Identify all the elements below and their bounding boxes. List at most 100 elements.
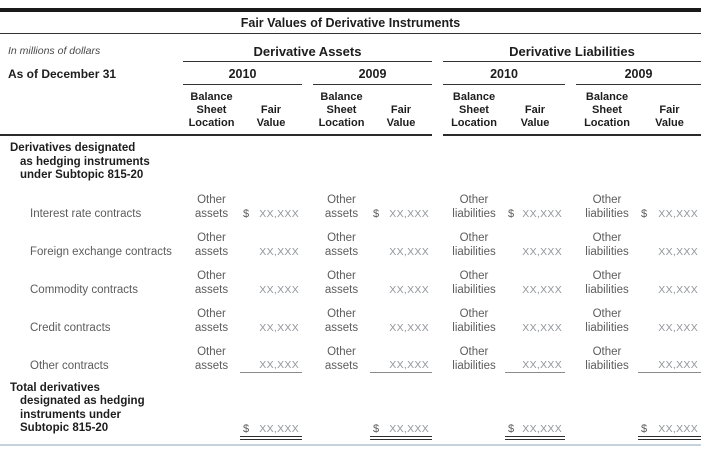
location-line: Other [327, 307, 356, 320]
top-rule [0, 8, 701, 12]
total-label-line: instruments under [20, 408, 121, 421]
bottom-rule [0, 443, 701, 446]
column-gap [302, 85, 313, 136]
location-line: liabilities [585, 321, 629, 334]
table-row: Other contracts Other assets XX,XXX Othe… [0, 335, 701, 373]
location-line: Other [459, 193, 489, 206]
fair-value-cell: XX,XXX [240, 245, 302, 259]
location-line: Other [197, 231, 226, 244]
balance-sheet-location-cell: Other liabilities [443, 269, 505, 297]
table-row: Foreign exchange contracts Other assets … [0, 221, 701, 259]
fair-value-cell: XX,XXX [240, 283, 302, 297]
location-line: assets [324, 359, 359, 372]
location-line: liabilities [585, 283, 629, 296]
value-text: XX,XXX [389, 422, 429, 435]
location-line: assets [324, 321, 359, 334]
value-text: XX,XXX [522, 207, 562, 220]
table-row: Credit contracts Other assets XX,XXX Oth… [0, 297, 701, 335]
value-text: XX,XXX [259, 321, 299, 334]
column-header-row: Balance Sheet Location Fair Value Balanc… [0, 85, 701, 136]
header-line: Location [451, 117, 497, 129]
column-gap [565, 85, 576, 136]
group-header-liabilities: Derivative Liabilities [443, 34, 701, 62]
fair-value-cell: $ XX,XXX [370, 207, 432, 221]
value-text: XX,XXX [259, 358, 299, 371]
fair-value-header: Fair Value [638, 85, 701, 136]
header-line: Location [188, 117, 235, 129]
location-line: Other [459, 307, 489, 320]
location-line: assets [324, 283, 359, 296]
location-line: Other [197, 307, 226, 320]
value-text: XX,XXX [658, 283, 698, 296]
year-assets-2010: 2010 [183, 67, 302, 85]
location-line: Other [592, 231, 622, 244]
location-line: liabilities [585, 359, 629, 372]
location-line: Other [327, 345, 356, 358]
fair-value-cell: $ XX,XXX [505, 207, 565, 221]
balance-sheet-location-cell: Other liabilities [443, 231, 505, 259]
balance-sheet-location-header: Balance Sheet Location [443, 85, 505, 136]
balance-sheet-location-cell: Other liabilities [576, 307, 638, 335]
fair-value-cell: XX,XXX [638, 283, 701, 297]
row-label-header-cell [0, 85, 183, 136]
header-line: Location [318, 117, 365, 129]
location-line: Other [592, 307, 622, 320]
dollar-sign: $ [641, 422, 648, 435]
location-line: liabilities [585, 245, 629, 258]
balance-sheet-location-cell: Other liabilities [576, 345, 638, 373]
fair-value-header: Fair Value [240, 85, 302, 136]
fair-value-cell: XX,XXX [505, 245, 565, 259]
dollar-sign: $ [243, 422, 250, 435]
table-row: Commodity contracts Other assets XX,XXX … [0, 259, 701, 297]
value-text: XX,XXX [522, 358, 562, 371]
header-line: Fair [524, 104, 546, 116]
location-line: Other [592, 269, 622, 282]
header-line: Fair [659, 104, 680, 116]
location-line: assets [194, 359, 229, 372]
fair-value-cell: XX,XXX [370, 358, 432, 373]
location-line: liabilities [452, 359, 496, 372]
balance-sheet-location-cell: Other assets [183, 345, 240, 373]
balance-sheet-location-header: Balance Sheet Location [313, 85, 370, 136]
unit-note: In millions of dollars [8, 45, 101, 57]
fair-value-cell: XX,XXX [370, 245, 432, 259]
fair-value-cell: $ XX,XXX [240, 207, 302, 221]
location-line: assets [324, 245, 359, 258]
total-label-line: Subtopic 815-20 [20, 422, 109, 434]
location-line: liabilities [452, 283, 496, 296]
value-text: XX,XXX [522, 422, 562, 435]
balance-sheet-location-cell: Other liabilities [443, 193, 505, 221]
location-line: Other [327, 193, 356, 206]
total-label-line: designated as hedging [20, 395, 145, 407]
header-line: Value [520, 117, 550, 129]
value-text: XX,XXX [259, 283, 299, 296]
location-line: liabilities [452, 321, 496, 334]
location-line: assets [194, 321, 229, 334]
fair-value-cell: XX,XXX [638, 321, 701, 335]
balance-sheet-location-cell: Other liabilities [576, 193, 638, 221]
location-line: assets [194, 245, 229, 258]
row-label: Foreign exchange contracts [30, 245, 172, 258]
year-liabilities-2009: 2009 [576, 67, 701, 85]
location-line: Other [459, 345, 489, 358]
header-line: Value [386, 117, 416, 129]
header-line: Sheet [326, 104, 357, 116]
value-text: XX,XXX [389, 321, 429, 334]
value-text: XX,XXX [658, 207, 698, 220]
location-line: assets [194, 283, 229, 296]
year-header-row: As of December 31 2010 2009 2010 2009 [0, 62, 701, 85]
row-label: Other contracts [30, 359, 109, 372]
fair-value-cell: XX,XXX [638, 245, 701, 259]
value-text: XX,XXX [522, 321, 562, 334]
group-header-assets: Derivative Assets [183, 34, 432, 62]
dollar-sign: $ [641, 207, 648, 220]
balance-sheet-location-cell: Other assets [313, 269, 370, 297]
dollar-sign: $ [373, 207, 380, 220]
fair-value-header: Fair Value [370, 85, 432, 136]
header-line: Balance [452, 91, 496, 103]
row-label: Commodity contracts [30, 283, 139, 296]
location-line: Other [592, 193, 622, 206]
value-text: XX,XXX [389, 207, 429, 220]
value-text: XX,XXX [658, 321, 698, 334]
total-row: Total derivatives designated as hedging … [0, 378, 701, 440]
